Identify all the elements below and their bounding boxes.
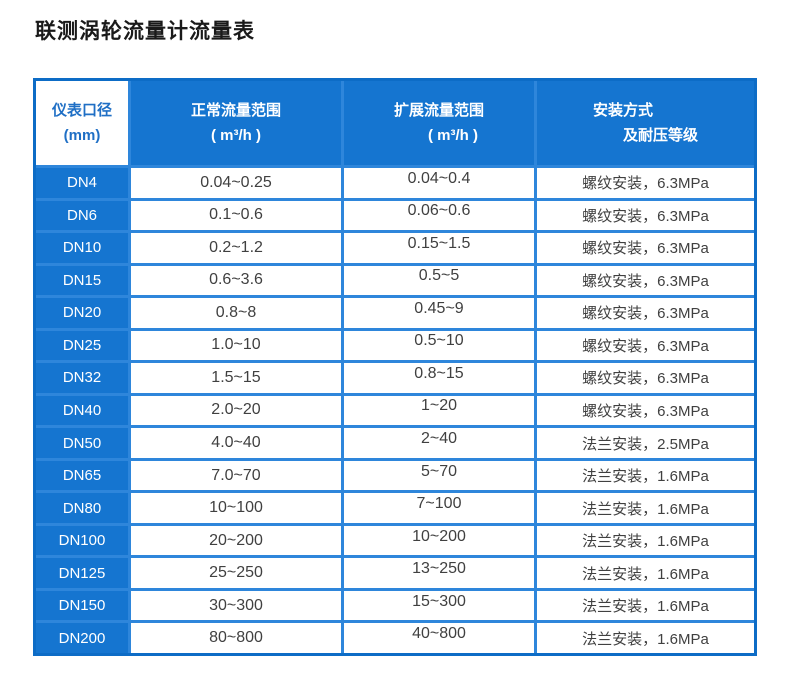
header-extended-range-unit: ( m³/h ) <box>428 127 478 144</box>
row-install-cell: 螺纹安装，6.3MPa <box>537 298 754 328</box>
row-extended-value: 7~100 <box>416 495 462 513</box>
header-installation-line1: 安装方式 <box>592 102 653 119</box>
row-normal-cell: 1.0~10 <box>131 330 341 361</box>
row-extended-cell: 40~800 <box>344 623 534 653</box>
row-dn-cell: DN100 <box>36 525 128 556</box>
row-install-cell: 螺纹安装，6.3MPa <box>537 168 754 198</box>
row-normal-cell: 0.8~8 <box>131 298 341 328</box>
row-dn-cell: DN200 <box>36 623 128 653</box>
row-install-cell: 法兰安装，1.6MPa <box>537 525 754 556</box>
row-extended-value: 0.15~1.5 <box>407 234 471 252</box>
header-installation-line2: 及耐压等级 <box>622 127 698 144</box>
header-installation: 安装方式 及耐压等级 <box>537 81 754 165</box>
row-normal-cell: 7.0~70 <box>131 460 341 491</box>
row-extended-value: 0.06~0.6 <box>407 202 471 220</box>
row-extended-value: 2~40 <box>420 430 458 448</box>
header-diameter-line1: 仪表口径 <box>51 102 112 119</box>
row-extended-cell: 0.15~1.5 <box>344 233 534 263</box>
row-extended-cell: 0.8~15 <box>344 363 534 393</box>
row-extended-value: 0.04~0.4 <box>407 169 471 187</box>
header-diameter: 仪表口径 (mm) <box>36 81 128 165</box>
row-install-cell: 螺纹安装，6.3MPa <box>537 330 754 361</box>
row-extended-value: 5~70 <box>420 462 458 480</box>
row-install-cell: 螺纹安装，6.3MPa <box>537 395 754 426</box>
row-extended-cell: 0.5~10 <box>344 330 534 361</box>
row-normal-cell: 25~250 <box>131 558 341 588</box>
row-extended-value: 0.8~15 <box>414 364 464 382</box>
row-install-cell: 螺纹安装，6.3MPa <box>537 363 754 393</box>
row-extended-cell: 0.5~5 <box>344 265 534 296</box>
row-dn-cell: DN15 <box>36 265 128 296</box>
row-dn-cell: DN20 <box>36 298 128 328</box>
row-normal-cell: 0.2~1.2 <box>131 233 341 263</box>
row-normal-cell: 1.5~15 <box>131 363 341 393</box>
header-extended-range: 扩展流量范围 ( m³/h ) <box>344 81 534 165</box>
row-extended-cell: 7~100 <box>344 493 534 523</box>
row-install-cell: 螺纹安装，6.3MPa <box>537 200 754 231</box>
row-extended-cell: 5~70 <box>344 460 534 491</box>
row-normal-cell: 20~200 <box>131 525 341 556</box>
header-extended-range-line1: 扩展流量范围 <box>393 102 484 119</box>
row-install-cell: 法兰安装，2.5MPa <box>537 428 754 458</box>
row-dn-cell: DN150 <box>36 590 128 621</box>
row-extended-cell: 0.06~0.6 <box>344 200 534 231</box>
row-extended-cell: 15~300 <box>344 590 534 621</box>
header-diameter-line2: (mm) <box>63 127 101 144</box>
row-install-cell: 螺纹安装，6.3MPa <box>537 233 754 263</box>
flow-table: 仪表口径 (mm) 正常流量范围 ( m³/h ) 扩展流量范围 ( m³/h … <box>33 78 757 656</box>
row-dn-cell: DN10 <box>36 233 128 263</box>
row-extended-value: 1~20 <box>420 397 458 415</box>
row-install-cell: 法兰安装，1.6MPa <box>537 493 754 523</box>
row-install-cell: 法兰安装，1.6MPa <box>537 590 754 621</box>
row-install-cell: 法兰安装，1.6MPa <box>537 558 754 588</box>
row-normal-cell: 2.0~20 <box>131 395 341 426</box>
row-extended-value: 0.5~10 <box>414 332 464 350</box>
row-dn-cell: DN80 <box>36 493 128 523</box>
row-extended-cell: 0.04~0.4 <box>344 168 534 198</box>
header-normal-range: 正常流量范围 ( m³/h ) <box>131 81 341 165</box>
row-extended-value: 13~250 <box>412 560 466 578</box>
row-extended-cell: 1~20 <box>344 395 534 426</box>
row-dn-cell: DN32 <box>36 363 128 393</box>
row-dn-cell: DN40 <box>36 395 128 426</box>
row-normal-cell: 0.1~0.6 <box>131 200 341 231</box>
header-installation-inner: 安装方式 及耐压等级 <box>593 98 698 148</box>
row-normal-cell: 80~800 <box>131 623 341 653</box>
row-dn-cell: DN25 <box>36 330 128 361</box>
row-extended-value: 0.5~5 <box>418 267 460 285</box>
row-extended-cell: 0.45~9 <box>344 298 534 328</box>
header-normal-range-unit: ( m³/h ) <box>211 127 261 144</box>
row-install-cell: 法兰安装，1.6MPa <box>537 460 754 491</box>
row-normal-cell: 0.6~3.6 <box>131 265 341 296</box>
row-extended-value: 40~800 <box>412 625 466 643</box>
row-dn-cell: DN50 <box>36 428 128 458</box>
row-normal-cell: 10~100 <box>131 493 341 523</box>
row-normal-cell: 30~300 <box>131 590 341 621</box>
row-dn-cell: DN65 <box>36 460 128 491</box>
row-dn-cell: DN6 <box>36 200 128 231</box>
page-title: 联测涡轮流量计流量表 <box>35 20 255 43</box>
row-extended-cell: 2~40 <box>344 428 534 458</box>
row-dn-cell: DN125 <box>36 558 128 588</box>
row-extended-value: 15~300 <box>412 592 466 610</box>
header-normal-range-line1: 正常流量范围 <box>190 102 281 119</box>
row-extended-cell: 13~250 <box>344 558 534 588</box>
row-normal-cell: 0.04~0.25 <box>131 168 341 198</box>
row-extended-value: 10~200 <box>412 527 466 545</box>
row-extended-cell: 10~200 <box>344 525 534 556</box>
row-dn-cell: DN4 <box>36 168 128 198</box>
row-normal-cell: 4.0~40 <box>131 428 341 458</box>
row-extended-value: 0.45~9 <box>414 299 464 317</box>
row-install-cell: 螺纹安装，6.3MPa <box>537 265 754 296</box>
row-install-cell: 法兰安装，1.6MPa <box>537 623 754 653</box>
